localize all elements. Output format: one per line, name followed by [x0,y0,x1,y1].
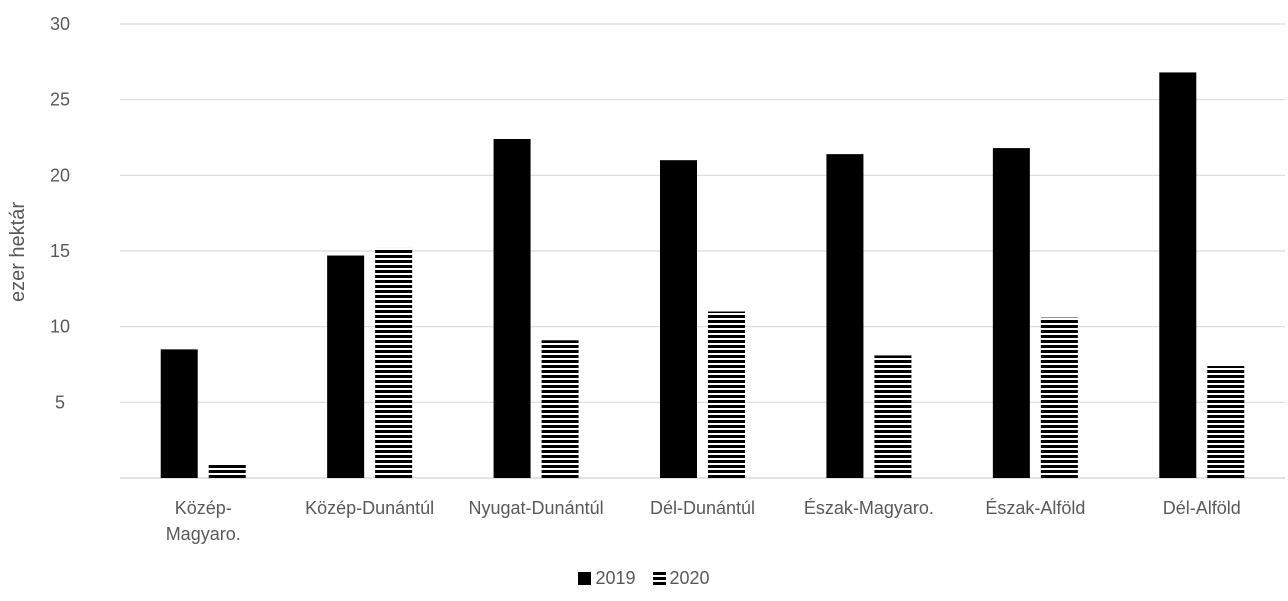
x-tick-label: Közép- [175,498,232,518]
y-tick-label: 25 [50,90,70,110]
bar-2020 [708,311,745,478]
x-tick-label: Közép-Dunántúl [305,498,434,518]
y-tick-label: 20 [50,165,70,185]
legend: 2019 2020 [0,568,1288,590]
bar-2020 [375,247,413,478]
legend-item-2019: 2019 [578,568,635,589]
legend-label-2020: 2020 [669,568,710,588]
legend-label-2019: 2019 [595,568,636,588]
legend-swatch-solid [578,572,592,585]
y-axis-label: ezer hektár [7,202,29,302]
legend-item-2020: 2020 [652,568,710,589]
bar-2019 [660,160,697,478]
bar-2020 [1207,366,1245,478]
y-tick-label: 10 [50,317,70,337]
legend-swatch-striped [652,572,666,585]
x-tick-label: Nyugat-Dunántúl [469,498,604,518]
y-axis-ticks: 5 10 15 20 25 30 [50,14,70,412]
y-tick-label: 5 [55,392,65,412]
bar-2020 [874,355,912,478]
bar-2019 [826,154,864,478]
x-axis-labels: Közép- Magyaro. Közép-Dunántúl Nyugat-Dunán… [166,498,1241,544]
bars [160,72,1245,479]
x-tick-label: Dél-Dunántúl [650,498,755,518]
bar-2019 [1159,72,1197,478]
bar-2020 [1040,317,1078,478]
x-tick-label: Észak-Magyaro. [804,498,934,518]
bar-2019 [327,255,365,478]
x-tick-label: Magyaro. [166,524,241,544]
bar-2020 [208,464,246,478]
gridlines [120,23,1285,479]
x-tick-label: Dél-Alföld [1163,498,1241,518]
y-tick-label: 30 [50,14,70,34]
bar-2019 [493,139,531,478]
bar-2020 [541,340,579,478]
x-tick-label: Észak-Alföld [985,498,1085,518]
bar-chart: 5 10 15 20 25 30 Közép- Magyaro. Közép-Dunántúl… [7,14,1285,544]
bar-2019 [992,148,1030,479]
bar-2019 [160,349,198,478]
y-tick-label: 15 [50,241,70,261]
